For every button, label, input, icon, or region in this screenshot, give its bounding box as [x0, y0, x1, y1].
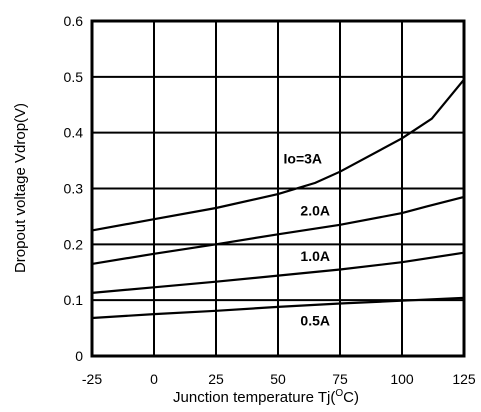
y-tick-label: 0.1 [64, 292, 84, 308]
x-axis-title-main: Junction temperature Tj( [173, 389, 335, 406]
grid [91, 20, 465, 357]
series-labels: 0.5A 1.0A 2.0A Io=3A [284, 150, 330, 328]
y-tick-label: 0.2 [64, 236, 84, 252]
y-tick-label: 0.3 [64, 181, 84, 197]
series-line-0.5A [91, 296, 465, 320]
series-label: 0.5A [300, 312, 330, 328]
x-axis-title-tail: C) [343, 389, 359, 406]
x-tick-labels: -25 0 25 50 75 100 125 [82, 371, 476, 387]
series-line-2.0A [91, 195, 465, 265]
plot-frame [90, 19, 466, 358]
series-label: 1.0A [300, 248, 330, 264]
x-tick-label: 25 [208, 371, 224, 387]
y-tick-label: 0.4 [64, 125, 84, 141]
series-line-1.0A [91, 251, 465, 294]
y-tick-label: 0.6 [64, 13, 84, 29]
series-line-Io=3A [91, 78, 465, 232]
y-tick-labels: 0 0.1 0.2 0.3 0.4 0.5 0.6 [64, 13, 84, 364]
x-axis-title-sup: O [335, 388, 343, 399]
series-label: 2.0A [300, 202, 330, 218]
x-tick-label: 100 [390, 371, 414, 387]
y-axis-title: Dropout voltage Vdrop(V) [12, 103, 29, 273]
x-tick-label: 50 [270, 371, 286, 387]
x-tick-label: 0 [150, 371, 158, 387]
x-tick-label: -25 [82, 371, 102, 387]
curves [91, 78, 465, 320]
series-label: Io=3A [284, 150, 323, 166]
y-tick-label: 0.5 [64, 69, 84, 85]
x-tick-label: 75 [332, 371, 348, 387]
x-tick-label: 125 [452, 371, 476, 387]
y-tick-label: 0 [75, 348, 83, 364]
x-axis-title: Junction temperature Tj(OC) [173, 388, 359, 406]
